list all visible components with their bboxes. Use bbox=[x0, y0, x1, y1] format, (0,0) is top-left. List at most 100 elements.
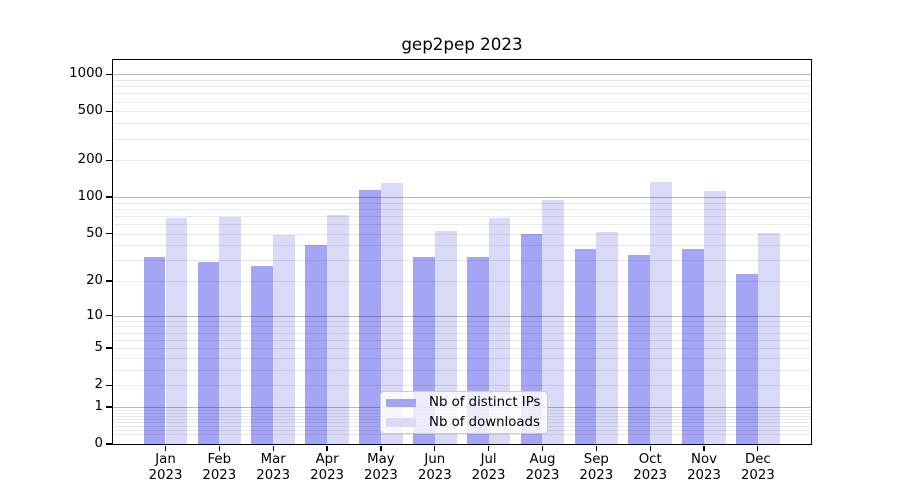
x-tick-label-jan: Jan 2023 bbox=[148, 452, 183, 483]
x-tick-mark bbox=[595, 445, 597, 451]
legend-swatch-downloads-icon bbox=[386, 418, 416, 427]
x-tick-mark bbox=[380, 445, 382, 451]
bar-downloads-sep bbox=[596, 231, 619, 444]
x-tick-label-jun: Jun 2023 bbox=[417, 452, 452, 483]
bar-ips-jan bbox=[143, 256, 166, 444]
bar-downloads-mar bbox=[273, 234, 295, 444]
bar-downloads-nov bbox=[704, 190, 726, 444]
gridline-minor bbox=[113, 369, 811, 371]
gridline-major bbox=[113, 315, 811, 317]
gridline-minor bbox=[113, 215, 811, 217]
gridline-minor bbox=[113, 86, 811, 88]
y-tick-label-0: 0 bbox=[94, 436, 103, 451]
bar-downloads-aug bbox=[542, 199, 565, 444]
gridline-minor bbox=[113, 123, 811, 125]
x-tick-mark bbox=[487, 445, 490, 451]
bar-downloads-apr bbox=[327, 214, 349, 444]
gridline-minor bbox=[113, 101, 811, 103]
gridline-minor bbox=[113, 434, 811, 436]
y-tick-label-200: 200 bbox=[77, 152, 103, 168]
legend: Nb of distinct IPs Nb of downloads bbox=[380, 391, 548, 434]
legend-swatch-distinct-ips-icon bbox=[386, 398, 416, 407]
y-tick-mark bbox=[106, 347, 112, 349]
gridline-minor bbox=[113, 160, 811, 162]
y-tick-label-10: 10 bbox=[86, 307, 103, 323]
y-tick-mark bbox=[106, 159, 112, 161]
legend-entry-downloads: Nb of downloads bbox=[386, 414, 540, 431]
gridline-minor bbox=[113, 224, 811, 226]
x-tick-label-mar: Mar 2023 bbox=[256, 452, 291, 483]
gridline-major bbox=[113, 74, 811, 76]
y-tick-mark bbox=[106, 110, 112, 113]
gridline-minor bbox=[113, 357, 811, 359]
y-tick-mark bbox=[106, 280, 112, 282]
x-tick-mark bbox=[541, 445, 544, 451]
y-tick-mark bbox=[106, 196, 112, 198]
legend-label-downloads: Nb of downloads bbox=[429, 414, 540, 430]
y-tick-label-20: 20 bbox=[86, 273, 103, 289]
bar-ips-feb bbox=[197, 262, 220, 444]
y-tick-mark bbox=[106, 384, 112, 386]
bar-ips-apr bbox=[305, 245, 328, 444]
bar-downloads-jan bbox=[165, 218, 188, 444]
bar-downloads-oct bbox=[650, 181, 672, 444]
gridline-minor bbox=[113, 111, 811, 113]
x-tick-mark bbox=[757, 445, 759, 451]
bar-ips-oct bbox=[628, 255, 651, 444]
gridline-minor bbox=[113, 281, 811, 283]
y-tick-mark bbox=[106, 232, 112, 235]
gridline-minor bbox=[113, 385, 811, 387]
x-tick-label-jul: Jul 2023 bbox=[471, 452, 506, 483]
bar-downloads-may bbox=[380, 183, 403, 444]
y-tick-label-2: 2 bbox=[94, 377, 103, 393]
bar-downloads-dec bbox=[757, 232, 780, 444]
x-tick-label-aug: Aug 2023 bbox=[525, 452, 560, 483]
y-tick-mark bbox=[106, 73, 112, 76]
x-tick-mark bbox=[703, 445, 705, 451]
x-tick-mark bbox=[649, 445, 651, 451]
y-tick-mark bbox=[106, 315, 112, 317]
chart-title: gep2pep 2023 bbox=[401, 34, 523, 54]
bar-ips-dec bbox=[736, 274, 758, 444]
gridline-minor bbox=[113, 233, 811, 235]
x-tick-label-dec: Dec 2023 bbox=[740, 452, 775, 483]
bar-ips-may bbox=[359, 189, 381, 444]
gridline-minor bbox=[113, 202, 811, 204]
gridline-minor bbox=[113, 138, 811, 140]
bar-ips-sep bbox=[574, 249, 597, 444]
gridline-minor bbox=[113, 348, 811, 350]
bar-downloads-jul bbox=[488, 218, 511, 444]
legend-entry-distinct-ips: Nb of distinct IPs bbox=[386, 395, 541, 411]
x-tick-mark bbox=[164, 445, 167, 451]
grid-layer bbox=[113, 60, 811, 444]
x-tick-mark bbox=[434, 445, 436, 451]
x-tick-label-oct: Oct 2023 bbox=[633, 452, 668, 483]
x-tick-label-nov: Nov 2023 bbox=[687, 452, 721, 483]
legend-label-distinct-ips: Nb of distinct IPs bbox=[429, 395, 541, 411]
bar-ips-mar bbox=[251, 265, 274, 444]
y-tick-label-50: 50 bbox=[86, 225, 103, 241]
gridline-minor bbox=[113, 326, 811, 328]
gridline-minor bbox=[113, 332, 811, 334]
bar-downloads-jun bbox=[434, 230, 457, 444]
x-tick-label-sep: Sep 2023 bbox=[579, 452, 614, 483]
x-tick-label-feb: Feb 2023 bbox=[202, 452, 237, 483]
y-tick-label-5: 5 bbox=[94, 340, 103, 356]
gridline-minor bbox=[113, 80, 811, 81]
y-tick-mark bbox=[106, 443, 112, 445]
gridline-minor bbox=[113, 93, 811, 95]
gridline-major bbox=[113, 197, 811, 199]
x-tick-label-apr: Apr 2023 bbox=[310, 452, 345, 483]
gridline-minor bbox=[113, 320, 811, 322]
bar-ips-nov bbox=[682, 249, 704, 444]
y-tick-mark bbox=[106, 406, 112, 408]
gridline-minor bbox=[113, 339, 811, 341]
gridline-minor bbox=[113, 260, 811, 262]
x-tick-mark bbox=[272, 445, 274, 451]
x-tick-label-may: May 2023 bbox=[363, 452, 398, 483]
y-tick-label-1: 1 bbox=[94, 398, 103, 414]
y-tick-label-1000: 1000 bbox=[69, 66, 103, 82]
bar-downloads-feb bbox=[219, 216, 242, 444]
gridline-minor bbox=[113, 208, 811, 210]
